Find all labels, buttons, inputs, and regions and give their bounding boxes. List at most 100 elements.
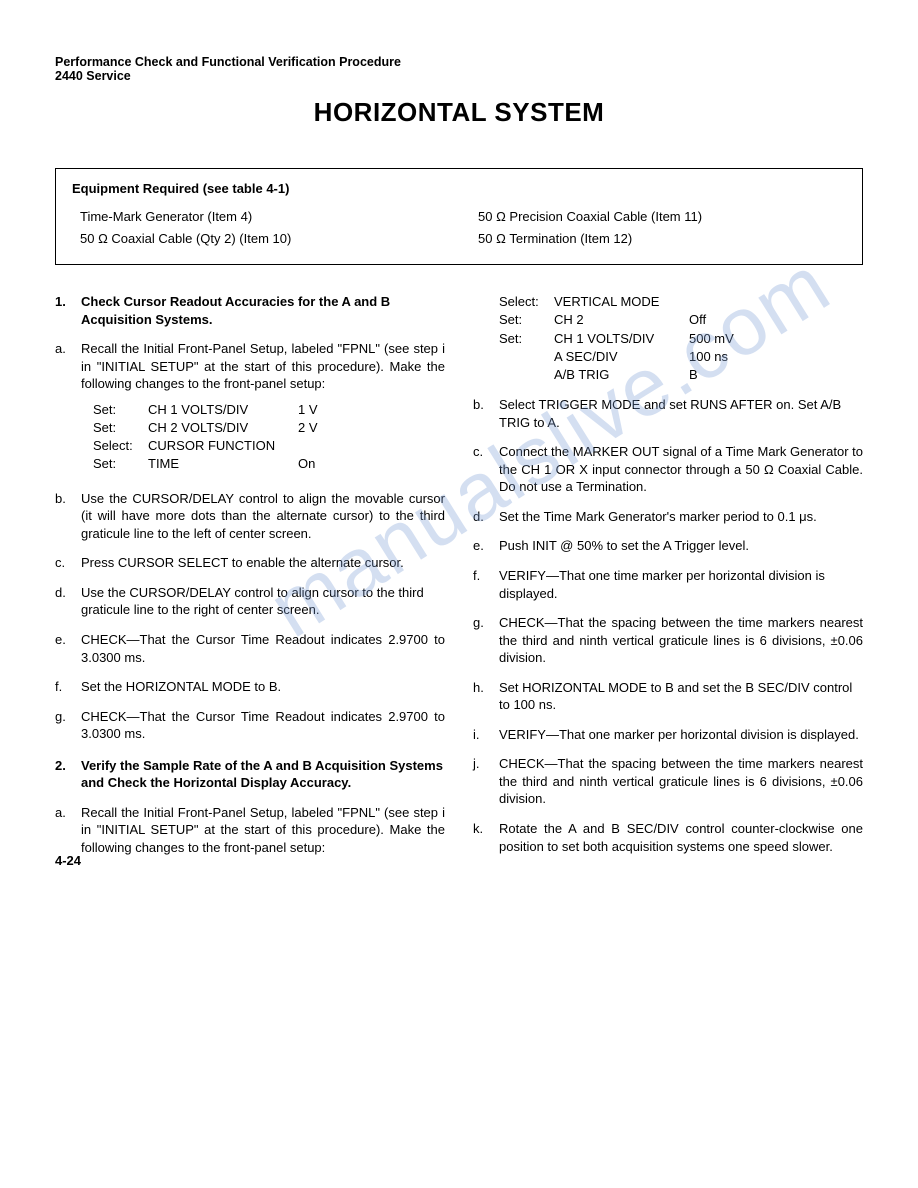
step-f-r: f. VERIFY—That one time marker per horiz…	[473, 567, 863, 602]
cell: Off	[689, 311, 759, 329]
step-a: a. Recall the Initial Front-Panel Setup,…	[55, 340, 445, 477]
step-body: VERIFY—That one time marker per horizont…	[499, 567, 863, 602]
step-f: f. Set the HORIZONTAL MODE to B.	[55, 678, 445, 696]
step-body: CHECK—That the spacing between the time …	[499, 614, 863, 667]
section-1-heading: 1. Check Cursor Readout Accuracies for t…	[55, 293, 445, 328]
cell: 500 mV	[689, 330, 759, 348]
cell	[499, 366, 554, 384]
equipment-heading: Equipment Required (see table 4-1)	[72, 181, 846, 196]
equipment-col-right: 50 Ω Precision Coaxial Cable (Item 11) 5…	[448, 206, 846, 250]
equipment-item: 50 Ω Precision Coaxial Cable (Item 11)	[478, 206, 846, 228]
cell: A SEC/DIV	[554, 348, 689, 366]
cell: Set:	[499, 330, 554, 348]
step-label: c.	[473, 443, 499, 496]
step-body: CHECK—That the Cursor Time Readout indic…	[81, 708, 445, 743]
step-label: f.	[55, 678, 81, 696]
step-a2: a. Recall the Initial Front-Panel Setup,…	[55, 804, 445, 857]
step-label: d.	[55, 584, 81, 619]
header-line-1: Performance Check and Functional Verific…	[55, 55, 863, 69]
cell: On	[298, 455, 358, 473]
section-num: 2.	[55, 757, 81, 792]
step-body: CHECK—That the Cursor Time Readout indic…	[81, 631, 445, 666]
step-label: d.	[473, 508, 499, 526]
step-e-r: e. Push INIT @ 50% to set the A Trigger …	[473, 537, 863, 555]
table-row: Set:CH 2Off	[499, 311, 863, 329]
step-g-r: g. CHECK—That the spacing between the ti…	[473, 614, 863, 667]
step-label: e.	[55, 631, 81, 666]
left-column: 1. Check Cursor Readout Accuracies for t…	[55, 293, 445, 868]
step-body: VERIFY—That one marker per horizontal di…	[499, 726, 863, 744]
cell: Set:	[93, 455, 148, 473]
step-label: c.	[55, 554, 81, 572]
cell: TIME	[148, 455, 298, 473]
cell: Set:	[93, 419, 148, 437]
table-row: A/B TRIGB	[499, 366, 863, 384]
settings-table-right: Select:VERTICAL MODE Set:CH 2Off Set:CH …	[499, 293, 863, 384]
cell: CH 1 VOLTS/DIV	[554, 330, 689, 348]
step-label: j.	[473, 755, 499, 808]
cell: Set:	[499, 311, 554, 329]
table-row: Set:CH 2 VOLTS/DIV2 V	[93, 419, 445, 437]
step-label: a.	[55, 340, 81, 477]
table-row: Set:CH 1 VOLTS/DIV500 mV	[499, 330, 863, 348]
cell: CH 2	[554, 311, 689, 329]
step-body: CHECK—That the spacing between the time …	[499, 755, 863, 808]
step-body: Set HORIZONTAL MODE to B and set the B S…	[499, 679, 863, 714]
section-2-heading: 2. Verify the Sample Rate of the A and B…	[55, 757, 445, 792]
step-label: b.	[473, 396, 499, 431]
step-label: i.	[473, 726, 499, 744]
page: Performance Check and Functional Verific…	[0, 0, 918, 908]
table-row: Set:TIMEOn	[93, 455, 445, 473]
step-label: g.	[55, 708, 81, 743]
cell	[499, 348, 554, 366]
table-row: A SEC/DIV100 ns	[499, 348, 863, 366]
equipment-item: Time-Mark Generator (Item 4)	[80, 206, 448, 228]
cell: Select:	[499, 293, 554, 311]
step-body: Rotate the A and B SEC/DIV control count…	[499, 820, 863, 855]
right-column: Select:VERTICAL MODE Set:CH 2Off Set:CH …	[473, 293, 863, 868]
body-columns: 1. Check Cursor Readout Accuracies for t…	[55, 293, 863, 868]
cell: 1 V	[298, 401, 358, 419]
step-b: b. Use the CURSOR/DELAY control to align…	[55, 490, 445, 543]
step-h-r: h. Set HORIZONTAL MODE to B and set the …	[473, 679, 863, 714]
step-label: e.	[473, 537, 499, 555]
step-label: k.	[473, 820, 499, 855]
cell: Set:	[93, 401, 148, 419]
cell: CURSOR FUNCTION	[148, 437, 298, 455]
step-label: a.	[55, 804, 81, 857]
cell: 100 ns	[689, 348, 759, 366]
step-body: Use the CURSOR/DELAY control to align cu…	[81, 584, 445, 619]
section-num: 1.	[55, 293, 81, 328]
step-label: h.	[473, 679, 499, 714]
equipment-col-left: Time-Mark Generator (Item 4) 50 Ω Coaxia…	[72, 206, 448, 250]
step-d-r: d. Set the Time Mark Generator's marker …	[473, 508, 863, 526]
table-row: Select:CURSOR FUNCTION	[93, 437, 445, 455]
step-body: Use the CURSOR/DELAY control to align th…	[81, 490, 445, 543]
step-text: Recall the Initial Front-Panel Setup, la…	[81, 341, 445, 391]
step-b-r: b. Select TRIGGER MODE and set RUNS AFTE…	[473, 396, 863, 431]
step-body: Press CURSOR SELECT to enable the altern…	[81, 554, 445, 572]
step-e: e. CHECK—That the Cursor Time Readout in…	[55, 631, 445, 666]
table-row: Set:CH 1 VOLTS/DIV1 V	[93, 401, 445, 419]
equipment-item: 50 Ω Coaxial Cable (Qty 2) (Item 10)	[80, 228, 448, 250]
step-d: d. Use the CURSOR/DELAY control to align…	[55, 584, 445, 619]
header-line-2: 2440 Service	[55, 69, 863, 83]
cell	[689, 293, 759, 311]
main-title: HORIZONTAL SYSTEM	[55, 97, 863, 128]
settings-table: Set:CH 1 VOLTS/DIV1 V Set:CH 2 VOLTS/DIV…	[93, 401, 445, 474]
step-body: Recall the Initial Front-Panel Setup, la…	[81, 804, 445, 857]
cell	[298, 437, 358, 455]
step-g: g. CHECK—That the Cursor Time Readout in…	[55, 708, 445, 743]
cell: Select:	[93, 437, 148, 455]
step-body: Recall the Initial Front-Panel Setup, la…	[81, 340, 445, 477]
section-title: Verify the Sample Rate of the A and B Ac…	[81, 757, 445, 792]
cell: 2 V	[298, 419, 358, 437]
cell: A/B TRIG	[554, 366, 689, 384]
step-label: b.	[55, 490, 81, 543]
step-body: Set the HORIZONTAL MODE to B.	[81, 678, 445, 696]
cell: CH 1 VOLTS/DIV	[148, 401, 298, 419]
step-label: f.	[473, 567, 499, 602]
step-i-r: i. VERIFY—That one marker per horizontal…	[473, 726, 863, 744]
step-body: Set the Time Mark Generator's marker per…	[499, 508, 863, 526]
step-body: Connect the MARKER OUT signal of a Time …	[499, 443, 863, 496]
